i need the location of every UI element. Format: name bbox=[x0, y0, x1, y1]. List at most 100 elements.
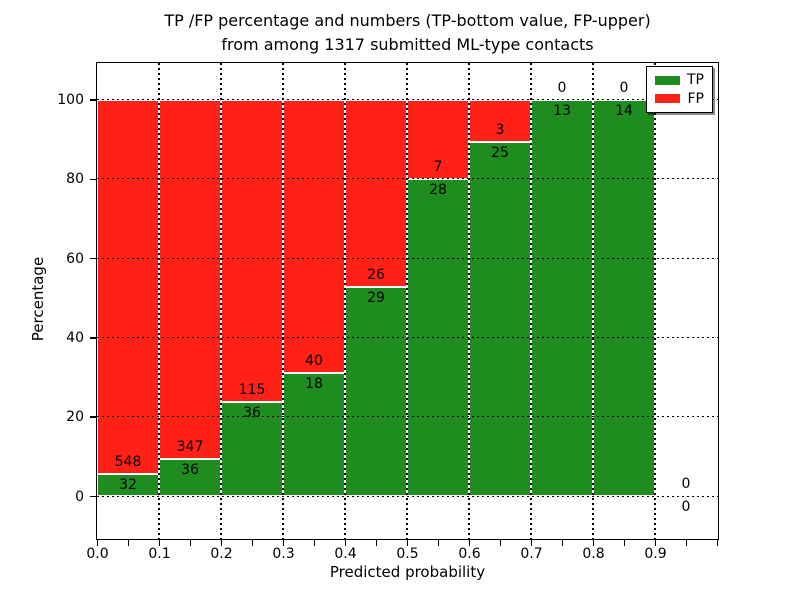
y-axis-tick bbox=[90, 178, 96, 181]
x-axis-tick bbox=[189, 540, 192, 546]
vertical-gridline bbox=[468, 63, 470, 539]
bar-segment-fp bbox=[283, 99, 345, 373]
y-tick-label: 80 bbox=[66, 171, 84, 188]
horizontal-gridline bbox=[97, 495, 718, 497]
bar-tp-count-label: 29 bbox=[367, 290, 385, 307]
y-axis-tick bbox=[90, 416, 96, 418]
x-axis-tick bbox=[592, 540, 595, 546]
x-axis-label: Predicted probability bbox=[329, 563, 486, 581]
y-tick-label: 20 bbox=[66, 409, 84, 426]
bar-segment-tp bbox=[469, 142, 531, 496]
x-axis-tick bbox=[220, 540, 223, 546]
x-axis-tick bbox=[561, 540, 564, 546]
x-tick-label: 0.4 bbox=[334, 546, 357, 562]
vertical-gridline bbox=[406, 63, 408, 539]
chart-title-line2: from among 1317 submitted ML-type contac… bbox=[221, 35, 594, 54]
plot-area: TP FP 548 32 347 36 115 36 40 18 26 29 7 28 3 25 0 13 0 14… bbox=[96, 62, 719, 540]
bar-segment-fp bbox=[221, 99, 283, 402]
y-tick-label: 100 bbox=[57, 92, 84, 109]
y-axis-tick bbox=[90, 257, 96, 260]
x-axis-tick bbox=[282, 540, 285, 546]
vertical-gridline bbox=[654, 63, 656, 539]
bar-fp-count-label: 0 bbox=[619, 79, 629, 96]
bar-segment-fp bbox=[97, 99, 159, 475]
x-tick-label: 0.8 bbox=[582, 546, 605, 562]
x-axis-tick bbox=[375, 540, 378, 546]
legend-label: TP bbox=[687, 72, 704, 89]
x-axis-tick bbox=[251, 540, 254, 546]
legend-entry: TP bbox=[655, 72, 704, 88]
y-tick-label: 40 bbox=[66, 329, 84, 346]
bar-fp-count-label: 7 bbox=[433, 158, 443, 175]
y-axis-tick bbox=[90, 99, 96, 101]
y-axis-label: Percentage bbox=[29, 256, 47, 342]
legend-label: FP bbox=[687, 90, 705, 107]
horizontal-gridline bbox=[97, 178, 718, 180]
vertical-gridline bbox=[220, 63, 222, 539]
bar-fp-count-label: 347 bbox=[176, 438, 204, 455]
bar-fp-count-label: 3 bbox=[495, 122, 505, 139]
bar-segment-tp bbox=[531, 99, 593, 496]
bar-segment-tp bbox=[345, 287, 407, 496]
x-axis-tick bbox=[654, 540, 657, 546]
bar-fp-count-label: 115 bbox=[238, 381, 266, 398]
x-axis-tick bbox=[313, 540, 316, 546]
bar-segment-tp bbox=[283, 373, 345, 496]
horizontal-gridline bbox=[97, 416, 718, 418]
bar-segment-tp bbox=[159, 458, 221, 496]
bar-tp-count-label: 14 bbox=[615, 102, 633, 119]
x-axis-tick bbox=[344, 540, 347, 546]
chart-title: TP /FP percentage and numbers (TP-bottom… bbox=[96, 9, 719, 57]
legend: TP FP bbox=[646, 66, 713, 113]
bar-segment-tp bbox=[593, 99, 655, 496]
bar-fp-count-label: 0 bbox=[681, 476, 691, 492]
bar-tp-count-label: 32 bbox=[119, 477, 137, 494]
x-axis-tick bbox=[716, 540, 719, 546]
x-tick-label: 0.7 bbox=[520, 546, 543, 562]
bar-tp-count-label: 36 bbox=[181, 461, 199, 478]
x-tick-label: 0.0 bbox=[86, 546, 109, 562]
vertical-gridline bbox=[530, 63, 532, 539]
bar-fp-count-label: 40 bbox=[305, 353, 323, 369]
x-axis-tick bbox=[96, 540, 99, 546]
x-axis-tick bbox=[530, 540, 533, 546]
x-tick-label: 0.1 bbox=[148, 546, 171, 562]
vertical-gridline bbox=[344, 63, 346, 539]
x-axis-tick bbox=[158, 540, 161, 546]
bar-tp-count-label: 0 bbox=[681, 499, 691, 515]
y-axis-tick bbox=[90, 495, 96, 498]
y-axis-tick bbox=[90, 337, 96, 339]
legend-swatch-fp bbox=[655, 94, 680, 104]
x-tick-label: 0.5 bbox=[396, 546, 419, 562]
bar-tp-count-label: 28 bbox=[429, 181, 447, 198]
y-tick-label: 60 bbox=[66, 250, 84, 267]
x-axis-tick bbox=[468, 540, 471, 546]
x-axis-tick bbox=[437, 540, 440, 546]
horizontal-gridline bbox=[97, 336, 718, 338]
vertical-gridline bbox=[592, 63, 594, 539]
x-tick-label: 0.3 bbox=[272, 546, 295, 562]
x-tick-label: 0.6 bbox=[458, 546, 481, 562]
bar-segment-fp bbox=[159, 99, 221, 459]
x-tick-label: 0.9 bbox=[644, 546, 667, 562]
x-axis-tick bbox=[406, 540, 409, 546]
x-tick-label: 0.2 bbox=[210, 546, 233, 562]
horizontal-gridline bbox=[97, 99, 718, 101]
bar-tp-count-label: 18 bbox=[305, 376, 323, 392]
chart-title-line1: TP /FP percentage and numbers (TP-bottom… bbox=[164, 11, 651, 30]
bar-segment-tp bbox=[221, 401, 283, 496]
x-axis-tick bbox=[127, 540, 130, 546]
x-axis-tick bbox=[499, 540, 502, 546]
horizontal-gridline bbox=[97, 257, 718, 259]
bar-fp-count-label: 26 bbox=[367, 267, 385, 284]
legend-swatch-tp bbox=[655, 75, 680, 85]
bar-tp-count-label: 13 bbox=[553, 102, 571, 119]
x-axis-tick bbox=[685, 540, 688, 546]
bar-segment-fp bbox=[345, 99, 407, 288]
bar-tp-count-label: 36 bbox=[243, 404, 261, 421]
bar-tp-count-label: 25 bbox=[491, 145, 509, 162]
vertical-gridline bbox=[158, 63, 160, 539]
vertical-gridline bbox=[282, 63, 284, 539]
y-tick-label: 0 bbox=[75, 488, 84, 505]
